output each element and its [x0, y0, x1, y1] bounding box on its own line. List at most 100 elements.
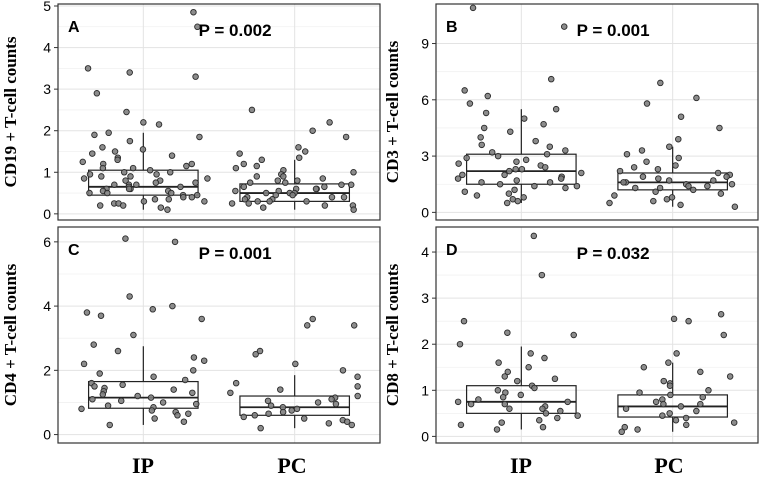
data-point-pc [663, 195, 671, 203]
y-axis-label: CD3 + T-cell counts [383, 40, 402, 183]
panel-C: 0 2 4 6 C P = 0.001 CD4 + T-cell counts [1, 226, 381, 444]
y-tick-label: 1 [421, 382, 429, 398]
data-point-ip [91, 131, 98, 139]
data-point-ip [153, 171, 160, 178]
data-point-ip [80, 175, 88, 182]
data-point-ip [91, 383, 98, 390]
data-point-ip [129, 164, 137, 172]
panel-label: C [68, 242, 80, 259]
data-point-pc [240, 183, 248, 191]
data-point-pc [675, 154, 682, 162]
data-point-pc [258, 156, 266, 164]
data-point-pc [241, 196, 249, 203]
data-point-pc [300, 415, 308, 422]
data-point-ip [496, 180, 504, 188]
data-point-pc [606, 199, 613, 207]
y-tick-label: 9 [421, 36, 429, 52]
data-point-ip [547, 75, 555, 83]
data-point-ip [454, 398, 462, 406]
data-point-pc [228, 200, 236, 207]
data-point-pc [699, 393, 706, 401]
data-point-pc [253, 162, 260, 170]
data-point-ip [525, 364, 532, 371]
y-tick-label: 0 [421, 204, 429, 220]
data-point-pc [655, 175, 662, 182]
data-point-ip [188, 160, 196, 168]
data-point-pc [723, 173, 730, 180]
data-point-ip [114, 156, 121, 164]
data-point-pc [682, 421, 690, 429]
data-point-pc [643, 158, 650, 165]
data-point-ip [557, 407, 564, 415]
data-point-ip [147, 394, 155, 401]
data-point-ip [501, 373, 508, 380]
data-point-pc [728, 180, 736, 188]
data-point-ip [482, 109, 490, 117]
y-tick-label: 3 [43, 81, 51, 97]
data-point-ip [456, 340, 464, 348]
plot-frame [57, 3, 381, 221]
data-point-pc [650, 197, 657, 205]
data-point-pc [245, 200, 252, 207]
data-point-ip [120, 169, 128, 176]
data-point-pc [348, 421, 356, 429]
data-point-ip [494, 387, 502, 394]
data-point-ip [493, 426, 501, 433]
data-point-ip [538, 271, 546, 279]
data-point-pc [328, 193, 336, 201]
data-point-pc [697, 400, 704, 408]
data-point-pc [730, 419, 738, 426]
data-point-ip [501, 400, 509, 408]
data-point-pc [704, 182, 711, 190]
data-point-ip [562, 184, 569, 192]
data-point-pc [638, 147, 646, 154]
y-tick-label: 3 [421, 290, 429, 306]
data-point-ip [546, 179, 554, 186]
box-ip [87, 380, 199, 409]
data-point-ip [99, 144, 106, 151]
data-point-ip [174, 412, 181, 419]
p-value: P = 0.002 [199, 21, 272, 40]
data-point-pc [677, 113, 685, 120]
data-point-pc [232, 164, 240, 172]
data-point-ip [169, 302, 176, 310]
data-point-pc [665, 177, 673, 184]
data-point-ip [189, 389, 196, 397]
data-point-pc [295, 154, 303, 161]
data-point-ip [551, 375, 559, 383]
data-point-pc [622, 405, 630, 412]
data-point-ip [531, 384, 538, 392]
x-label-ip-right: IP [510, 453, 532, 478]
data-point-pc [350, 206, 357, 213]
data-point-pc [240, 413, 247, 421]
data-point-pc [232, 187, 239, 195]
data-point-ip [198, 315, 205, 323]
plot-frame [435, 226, 759, 444]
data-point-ip [122, 235, 129, 242]
data-point-ip [554, 414, 561, 422]
data-point-pc [623, 150, 631, 158]
data-point-pc [717, 190, 725, 197]
data-point-pc [232, 379, 240, 387]
panel-label: A [68, 19, 80, 36]
data-point-ip [84, 65, 92, 72]
data-point-pc [343, 418, 351, 425]
data-point-pc [303, 198, 310, 205]
data-point-ip [190, 367, 197, 374]
data-point-ip [99, 164, 107, 172]
data-point-pc [666, 382, 674, 389]
data-point-ip [531, 182, 538, 190]
data-point-ip [86, 171, 94, 178]
data-point-ip [467, 400, 475, 408]
data-point-ip [180, 193, 187, 201]
data-point-ip [89, 150, 96, 157]
y-axis-label: CD4 + T-cell counts [1, 263, 20, 406]
data-point-pc [630, 164, 638, 171]
data-point-pc [227, 389, 234, 397]
data-point-ip [466, 100, 474, 107]
data-point-pc [682, 414, 690, 422]
data-point-ip [185, 410, 192, 417]
data-point-ip [190, 8, 197, 16]
y-tick-label: 0 [43, 206, 51, 222]
data-point-ip [104, 189, 111, 197]
